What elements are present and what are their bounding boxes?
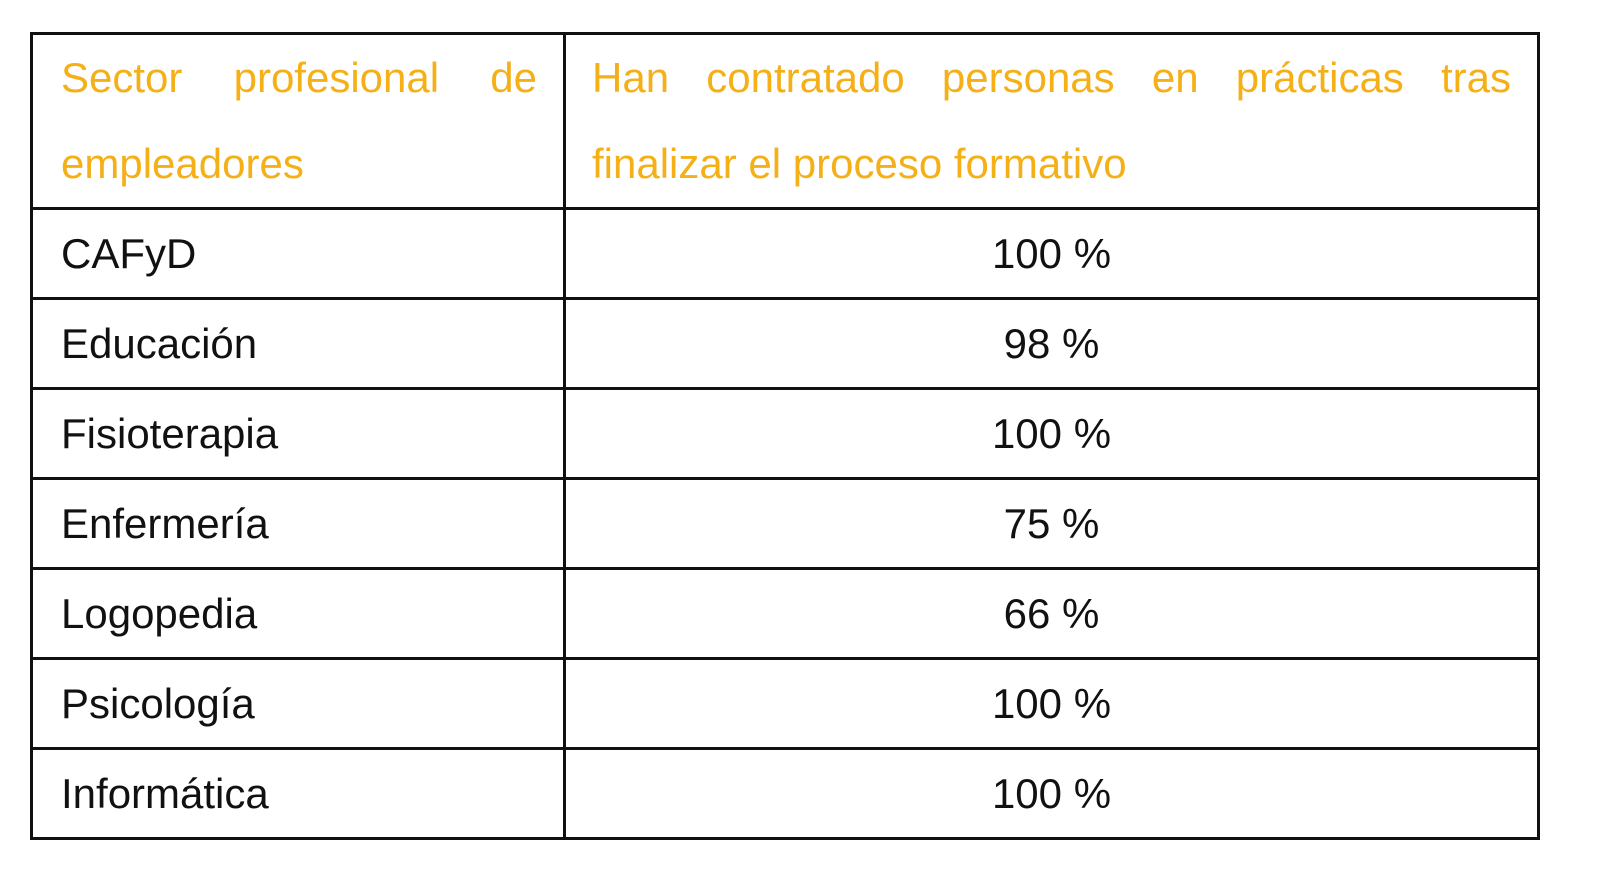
hiring-table-container: Sector profesional de empleadores Han co…: [30, 32, 1540, 840]
hiring-table: Sector profesional de empleadores Han co…: [30, 32, 1540, 840]
sector-cell: Enfermería: [30, 477, 566, 570]
sector-cell: Educación: [30, 297, 566, 390]
value-cell: 98 %: [563, 297, 1540, 390]
sector-cell: Informática: [30, 747, 566, 840]
table-row: Fisioterapia 100 %: [30, 387, 1540, 480]
table-header-row: Sector profesional de empleadores Han co…: [30, 32, 1540, 210]
table-row: Psicología 100 %: [30, 657, 1540, 750]
value-cell: 100 %: [563, 387, 1540, 480]
table-row: Informática 100 %: [30, 747, 1540, 840]
sector-cell: Logopedia: [30, 567, 566, 660]
table-row: Enfermería 75 %: [30, 477, 1540, 570]
sector-cell: CAFyD: [30, 207, 566, 300]
header-sector: Sector profesional de empleadores: [30, 32, 566, 210]
sector-cell: Psicología: [30, 657, 566, 750]
table-row: CAFyD 100 %: [30, 207, 1540, 300]
value-cell: 100 %: [563, 747, 1540, 840]
value-cell: 100 %: [563, 207, 1540, 300]
header-hired-interns: Han contratado personas en prácticas tra…: [563, 32, 1540, 210]
table-row: Logopedia 66 %: [30, 567, 1540, 660]
sector-cell: Fisioterapia: [30, 387, 566, 480]
value-cell: 100 %: [563, 657, 1540, 750]
table-row: Educación 98 %: [30, 297, 1540, 390]
value-cell: 75 %: [563, 477, 1540, 570]
value-cell: 66 %: [563, 567, 1540, 660]
